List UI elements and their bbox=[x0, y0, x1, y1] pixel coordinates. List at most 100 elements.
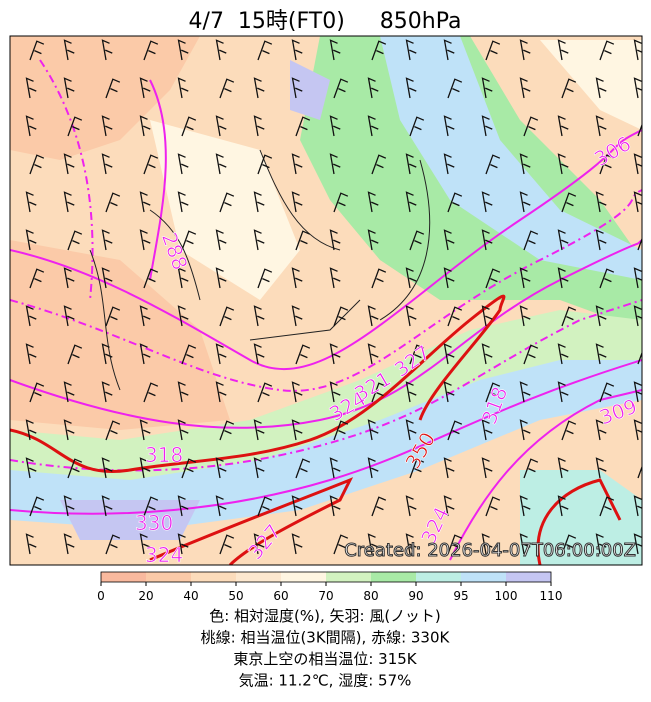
wind-barb bbox=[633, 419, 642, 441]
wind-barb bbox=[253, 457, 265, 479]
wind-barb bbox=[101, 343, 113, 365]
wind-barb bbox=[367, 533, 379, 555]
wind-barb bbox=[219, 78, 235, 99]
colorbar: 0 20 40 50 60 70 80 90 95 100 110 bbox=[97, 571, 563, 603]
wind-barb bbox=[29, 382, 45, 403]
wind-barb bbox=[443, 381, 455, 403]
wind-barb bbox=[367, 115, 379, 137]
wind-barb bbox=[637, 465, 642, 479]
wind-barb bbox=[63, 191, 75, 213]
wind-barb bbox=[257, 382, 273, 403]
wind-barb bbox=[409, 116, 425, 137]
wind-barb bbox=[295, 116, 311, 137]
wind-barb bbox=[139, 305, 151, 327]
wind-barb bbox=[181, 230, 197, 251]
colorbar-tick-label: 100 bbox=[495, 589, 518, 603]
wind-barb bbox=[139, 533, 151, 555]
wind-barb bbox=[67, 230, 83, 251]
wind-barb bbox=[177, 77, 189, 99]
wind-barb bbox=[105, 306, 121, 327]
wind-barb bbox=[67, 458, 83, 479]
wind-barb bbox=[295, 344, 311, 365]
wind-barb bbox=[177, 191, 189, 213]
wind-barb bbox=[295, 230, 311, 251]
wind-barb bbox=[329, 343, 341, 365]
wind-barb bbox=[405, 39, 417, 61]
wind-barb bbox=[561, 192, 577, 213]
wind-barb bbox=[177, 533, 189, 555]
wind-barb bbox=[177, 495, 189, 517]
wind-barb bbox=[557, 343, 569, 365]
wind-barb bbox=[139, 343, 151, 365]
wind-barb bbox=[447, 420, 463, 441]
wind-barb bbox=[405, 495, 417, 517]
wind-barb bbox=[485, 496, 501, 517]
contour-label: 330 bbox=[135, 511, 173, 535]
wind-barb bbox=[633, 533, 642, 555]
title: 4/7 15時(FT0) 850hPa bbox=[189, 9, 462, 34]
colorbar-segment bbox=[371, 572, 416, 582]
wind-barb bbox=[333, 78, 349, 99]
wind-barb bbox=[523, 458, 539, 479]
wind-barb bbox=[637, 123, 642, 137]
wind-barb bbox=[405, 267, 417, 289]
wind-barb bbox=[371, 382, 387, 403]
wind-barb bbox=[633, 191, 642, 213]
map-frame bbox=[9, 35, 643, 566]
wind-barbs bbox=[25, 39, 642, 555]
wind-barb bbox=[633, 267, 642, 289]
wind-barb bbox=[443, 457, 455, 479]
wind-barb bbox=[371, 268, 387, 289]
wind-barb bbox=[637, 237, 642, 251]
wind-barb bbox=[63, 533, 75, 555]
wind-barb bbox=[29, 154, 45, 175]
contour-label: 324 bbox=[145, 543, 183, 567]
colorbar-tick-label: 70 bbox=[318, 589, 333, 603]
wind-barb bbox=[405, 419, 417, 441]
wind-barb bbox=[367, 229, 379, 251]
wind-barb bbox=[481, 419, 493, 441]
wind-barb bbox=[105, 420, 121, 441]
wind-barb bbox=[139, 457, 151, 479]
wind-barb bbox=[519, 153, 531, 175]
wind-barb bbox=[177, 267, 189, 289]
wind-barb bbox=[443, 115, 455, 137]
wind-barb bbox=[101, 381, 113, 403]
wind-barb bbox=[519, 191, 531, 213]
wind-barb bbox=[143, 268, 159, 289]
wind-barb bbox=[139, 191, 151, 213]
wind-barb bbox=[599, 268, 615, 289]
wind-barb bbox=[215, 381, 227, 403]
wind-barb bbox=[443, 39, 455, 61]
wind-barb bbox=[219, 534, 235, 555]
wind-barb bbox=[257, 496, 273, 517]
caption-line: 気温: 11.2℃, 湿度: 57% bbox=[239, 672, 412, 690]
wind-barb bbox=[253, 115, 265, 137]
contour-label: 318 bbox=[145, 443, 183, 467]
wind-barb bbox=[291, 153, 303, 175]
wind-barb bbox=[595, 457, 607, 479]
wind-barb bbox=[333, 420, 349, 441]
wind-barb bbox=[25, 229, 37, 251]
wind-barb bbox=[177, 39, 189, 61]
wind-barb bbox=[101, 267, 113, 289]
wind-barb bbox=[443, 153, 455, 175]
created-stamp: Created: 2026-04-07T06:00:00Z bbox=[344, 540, 636, 561]
wind-barb bbox=[519, 305, 531, 327]
wind-barb bbox=[295, 458, 311, 479]
wind-barb bbox=[25, 457, 37, 479]
caption-line: 東京上空の相当温位: 315K bbox=[233, 650, 417, 668]
wind-barb bbox=[599, 382, 615, 403]
colorbar-tick-label: 40 bbox=[183, 589, 198, 603]
wind-barb bbox=[219, 306, 235, 327]
colorbar-segment bbox=[461, 572, 506, 582]
caption-line: 色: 相対湿度(%), 矢羽: 風(ノット) bbox=[209, 607, 441, 625]
wind-barb bbox=[367, 77, 379, 99]
colorbar-tick-label: 60 bbox=[273, 589, 288, 603]
wind-barb bbox=[215, 457, 227, 479]
wind-barb bbox=[63, 381, 75, 403]
wind-barb bbox=[367, 457, 379, 479]
wind-barb bbox=[143, 382, 159, 403]
colorbar-tick-label: 110 bbox=[540, 589, 563, 603]
wind-barb bbox=[25, 77, 37, 99]
